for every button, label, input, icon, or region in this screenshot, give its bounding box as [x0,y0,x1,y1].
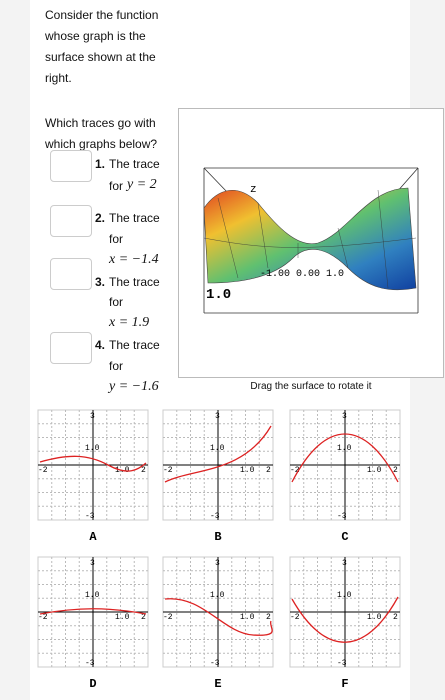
trace-text: The trace [109,211,160,225]
x-left-label: -2 [290,466,300,475]
trace-text: The trace [109,338,160,352]
graph-label: B [214,530,221,544]
y-mark-label: 1.0 [85,591,100,600]
y-bottom-label: -3 [85,659,95,668]
graph[interactable]: 3 -3 -2 2 1.0 1.0 E [162,556,274,691]
y-bottom-label: -3 [337,659,347,668]
graph[interactable]: 3 -3 -2 2 1.0 1.0 C [289,409,401,544]
trace-for: for [109,295,124,309]
y-top-label: 3 [215,412,220,421]
graph-label: F [341,677,348,691]
y-top-label: 3 [342,559,347,568]
trace-equation: x = −1.4 [109,252,159,267]
y-mark-label: 1.0 [337,591,352,600]
x-right-label: 2 [141,466,146,475]
y-bottom-label: -3 [337,512,347,521]
graph-label: D [89,677,96,691]
x-left-label: -2 [290,613,300,622]
x-mark-label: 1.0 [367,613,382,622]
trace-equation: y = 2 [127,177,157,192]
trace-curve [164,425,272,483]
answer-input[interactable] [50,258,92,290]
trace-curve [39,608,147,615]
y-mark-label: 1.0 [337,444,352,453]
side-label: 1.0 [206,287,231,303]
x-left-label: -2 [38,466,48,475]
trace-number: 2. [95,211,106,225]
x-right-label: 2 [266,466,271,475]
graphs: 3-3-2 21.01.0A3-3-2 21.01.0B3-3-2 21.01.0C3… [37,409,401,691]
question: Which traces go with which graphs below? [45,116,158,151]
trace-number: 1. [95,157,106,171]
graph-label: C [341,530,348,544]
graph[interactable]: 3 -3 -2 2 1.0 1.0 B [162,409,274,544]
answer-input[interactable] [50,332,92,364]
trace-curve [39,455,147,472]
x-left-label: -2 [163,466,173,475]
answer-input[interactable] [50,150,92,182]
surface-view[interactable]: z -1.00 0.00 1.0 1.0 [178,108,444,378]
y-mark-label: 1.0 [85,444,100,453]
x-right-label: 2 [393,613,398,622]
intro: Consider the function whose graph is the… [45,8,159,85]
x-right-label: 2 [393,466,398,475]
y-bottom-label: -3 [85,512,95,521]
y-top-label: 3 [90,412,95,421]
z-label: z [250,184,257,196]
axis-ticks: -1.00 0.00 1.0 [260,269,344,280]
y-top-label: 3 [90,559,95,568]
graph[interactable]: 3 -3 -2 2 1.0 1.0 F [289,556,401,691]
x-right-label: 2 [141,613,146,622]
trace-curve [164,598,273,636]
x-mark-label: 1.0 [240,613,255,622]
y-top-label: 3 [342,412,347,421]
x-left-label: -2 [163,613,173,622]
x-right-label: 2 [266,613,271,622]
y-mark-label: 1.0 [210,444,225,453]
trace-for: for [109,232,124,246]
trace-equation: y = −1.6 [109,379,159,394]
answer-input[interactable] [50,205,92,237]
graph-label: A [89,530,97,544]
trace-text: The trace [109,157,160,171]
x-mark-label: 1.0 [115,613,130,622]
trace-number: 3. [95,275,106,289]
graph-label: E [214,677,221,691]
y-bottom-label: -3 [210,512,220,521]
trace-for: for [109,359,124,373]
graph[interactable]: 3 -3 -2 2 1.0 1.0 D [37,556,149,691]
trace-text: The trace [109,275,160,289]
y-mark-label: 1.0 [210,591,225,600]
trace-curve [291,596,399,643]
trace-for: for [109,179,124,193]
x-mark-label: 1.0 [367,466,382,475]
surface-caption: Drag the surface to rotate it [250,381,372,392]
x-mark-label: 1.0 [240,466,255,475]
y-bottom-label: -3 [210,659,220,668]
trace-curve [291,433,399,483]
trace-equation: x = 1.9 [109,315,150,330]
x-left-label: -2 [38,613,48,622]
trace-number: 4. [95,338,106,352]
y-top-label: 3 [215,559,220,568]
graph[interactable]: 3-3-2 21.01.0A [37,409,149,544]
